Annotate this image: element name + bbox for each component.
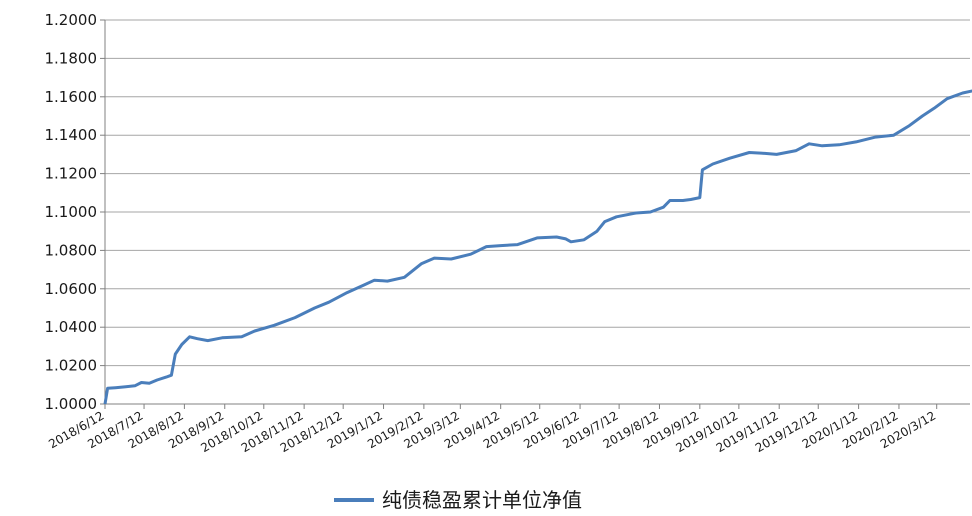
y-axis: 1.0000 1.0200 1.0400 1.0600 1.0800 1.1000 1.12… <box>45 11 106 413</box>
y-tick-label: 1.0400 <box>45 318 98 336</box>
y-tick-label: 1.1400 <box>45 126 98 144</box>
y-tick-label: 1.1200 <box>45 165 98 183</box>
legend: 纯债稳盈累计单位净值 <box>334 488 582 512</box>
grid-lines <box>105 19 970 405</box>
series-group <box>103 89 972 405</box>
series-line <box>103 89 972 405</box>
y-tick-label: 1.1000 <box>45 203 98 221</box>
y-tick-label: 1.0600 <box>45 280 98 298</box>
y-tick-label: 1.0800 <box>45 241 98 259</box>
y-tick-label: 1.1800 <box>45 49 98 67</box>
y-tick-label: 1.0000 <box>45 395 98 413</box>
y-tick-label: 1.2000 <box>45 11 98 29</box>
legend-label: 纯债稳盈累计单位净值 <box>382 488 582 512</box>
x-axis: 2018/6/122018/7/122018/8/122018/9/122018… <box>46 403 970 455</box>
y-tick-label: 1.0200 <box>45 357 98 375</box>
y-tick-label: 1.1600 <box>45 88 98 106</box>
